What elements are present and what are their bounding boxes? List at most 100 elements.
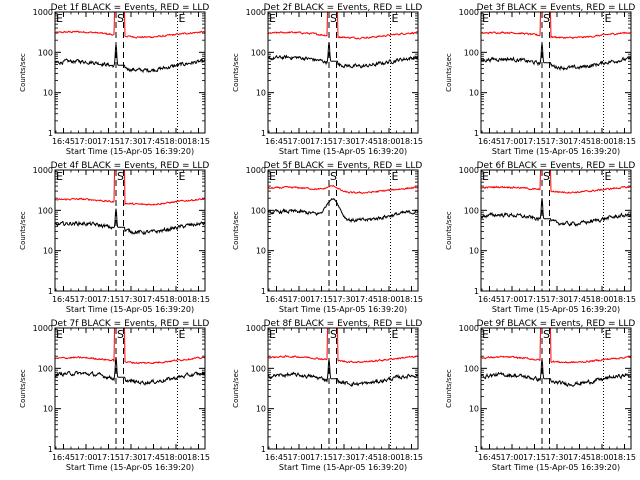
- x-tick-label: 17:45: [142, 453, 165, 462]
- y-tick-label: 1: [261, 445, 266, 454]
- panel-5: Det 5f BLACK = Events, RED = LLD Counts/s…: [232, 161, 423, 314]
- x-tick-label: 16:45: [265, 137, 288, 146]
- events-series-line: [480, 198, 632, 227]
- x-tick-label: 17:15: [523, 295, 546, 304]
- y-tick-label: 1000: [459, 166, 479, 175]
- marker-label: E: [482, 170, 489, 183]
- y-tick-label: 10: [43, 405, 53, 414]
- marker-label: E: [605, 170, 612, 183]
- y-tick-label: 1000: [459, 8, 479, 17]
- marker-label: E: [269, 170, 276, 183]
- y-tick-label: 100: [464, 364, 479, 373]
- y-tick-label: 1: [474, 445, 479, 454]
- plot-frame: [480, 169, 632, 292]
- x-tick-label: 17:30: [332, 295, 355, 304]
- x-tick-label: 17:45: [142, 137, 165, 146]
- x-tick-label: 18:00: [590, 453, 613, 462]
- panel-1: Det 1f BLACK = Events, RED = LLD Counts/s…: [19, 3, 210, 156]
- panel-3: Det 3f BLACK = Events, RED = LLD Counts/s…: [445, 3, 636, 156]
- marker-label: E: [269, 12, 276, 25]
- y-axis-label: Counts/sec: [445, 369, 453, 408]
- plot-frame: [480, 327, 632, 450]
- lld-series-line: [480, 169, 631, 194]
- panel-title: Det 6f BLACK = Events, RED = LLD: [477, 161, 636, 171]
- x-tick-label: 17:15: [97, 453, 120, 462]
- marker-label: S: [543, 12, 550, 25]
- y-tick-label: 1000: [33, 166, 53, 175]
- x-tick-label: 17:30: [545, 453, 568, 462]
- x-tick-label: 18:15: [187, 453, 210, 462]
- plot-frame: [480, 11, 632, 134]
- x-tick-label: 17:30: [332, 137, 355, 146]
- x-tick-label: 17:30: [545, 295, 568, 304]
- events-series-line: [54, 357, 206, 386]
- x-axis-label: Start Time (15-Apr-05 16:39:20): [66, 147, 194, 156]
- x-tick-label: 18:15: [400, 453, 423, 462]
- x-tick-label: 16:45: [265, 453, 288, 462]
- x-axis-label: Start Time (15-Apr-05 16:39:20): [279, 147, 407, 156]
- x-axis-label: Start Time (15-Apr-05 16:39:20): [66, 305, 194, 314]
- y-tick-label: 10: [43, 89, 53, 98]
- y-tick-label: 10: [256, 89, 266, 98]
- x-tick-label: 18:15: [400, 295, 423, 304]
- y-tick-label: 10: [256, 247, 266, 256]
- marker-label: E: [605, 328, 612, 341]
- y-axis-label: Counts/sec: [445, 53, 453, 92]
- x-tick-label: 17:30: [545, 137, 568, 146]
- marker-label: E: [392, 170, 399, 183]
- marker-label: S: [117, 328, 124, 341]
- lld-series-line: [480, 11, 632, 40]
- events-series-line: [480, 358, 632, 388]
- lld-series-line: [267, 11, 419, 40]
- x-tick-label: 16:45: [52, 137, 75, 146]
- marker-label: E: [392, 12, 399, 25]
- events-series-line: [267, 41, 419, 69]
- plot-frame: [54, 11, 206, 134]
- x-tick-label: 17:15: [310, 295, 333, 304]
- y-tick-label: 10: [469, 89, 479, 98]
- panel-2: Det 2f BLACK = Events, RED = LLD Counts/s…: [232, 3, 423, 156]
- y-axis-label: Counts/sec: [19, 211, 27, 250]
- panel-title: Det 5f BLACK = Events, RED = LLD: [264, 161, 423, 171]
- x-tick-label: 17:45: [142, 295, 165, 304]
- x-axis-label: Start Time (15-Apr-05 16:39:20): [66, 463, 194, 472]
- y-tick-label: 10: [469, 405, 479, 414]
- panel-9: Det 9f BLACK = Events, RED = LLD Counts/s…: [445, 319, 636, 472]
- marker-label: E: [56, 12, 63, 25]
- lld-series-line: [54, 169, 205, 206]
- y-tick-label: 1000: [459, 324, 479, 333]
- y-tick-label: 1000: [246, 324, 266, 333]
- x-axis-label: Start Time (15-Apr-05 16:39:20): [492, 147, 620, 156]
- x-tick-label: 17:30: [119, 295, 142, 304]
- x-tick-label: 17:00: [74, 137, 97, 146]
- x-tick-label: 18:15: [187, 295, 210, 304]
- events-series-line: [267, 198, 419, 224]
- x-tick-label: 16:45: [52, 295, 75, 304]
- x-axis-label: Start Time (15-Apr-05 16:39:20): [279, 305, 407, 314]
- x-tick-label: 16:45: [478, 295, 501, 304]
- y-tick-label: 100: [38, 364, 53, 373]
- x-axis-label: Start Time (15-Apr-05 16:39:20): [492, 305, 620, 314]
- x-tick-label: 17:00: [287, 295, 310, 304]
- panel-title: Det 3f BLACK = Events, RED = LLD: [477, 3, 636, 13]
- lld-series-line: [480, 327, 632, 364]
- y-tick-label: 1: [261, 287, 266, 296]
- x-tick-label: 18:15: [613, 453, 636, 462]
- panel-7: Det 7f BLACK = Events, RED = LLD Counts/s…: [19, 319, 210, 472]
- x-tick-label: 17:45: [355, 453, 378, 462]
- x-tick-label: 18:00: [164, 137, 187, 146]
- marker-label: E: [269, 328, 276, 341]
- x-tick-label: 17:30: [119, 137, 142, 146]
- y-axis-label: Counts/sec: [232, 369, 240, 408]
- marker-label: S: [330, 12, 337, 25]
- y-tick-label: 100: [251, 206, 266, 215]
- y-axis-label: Counts/sec: [232, 211, 240, 250]
- x-tick-label: 18:00: [377, 295, 400, 304]
- marker-label: S: [117, 12, 124, 25]
- lld-series-line: [267, 327, 419, 364]
- y-tick-label: 1000: [33, 324, 53, 333]
- x-tick-label: 17:30: [332, 453, 355, 462]
- lld-series-line: [267, 184, 419, 195]
- y-tick-label: 1: [474, 287, 479, 296]
